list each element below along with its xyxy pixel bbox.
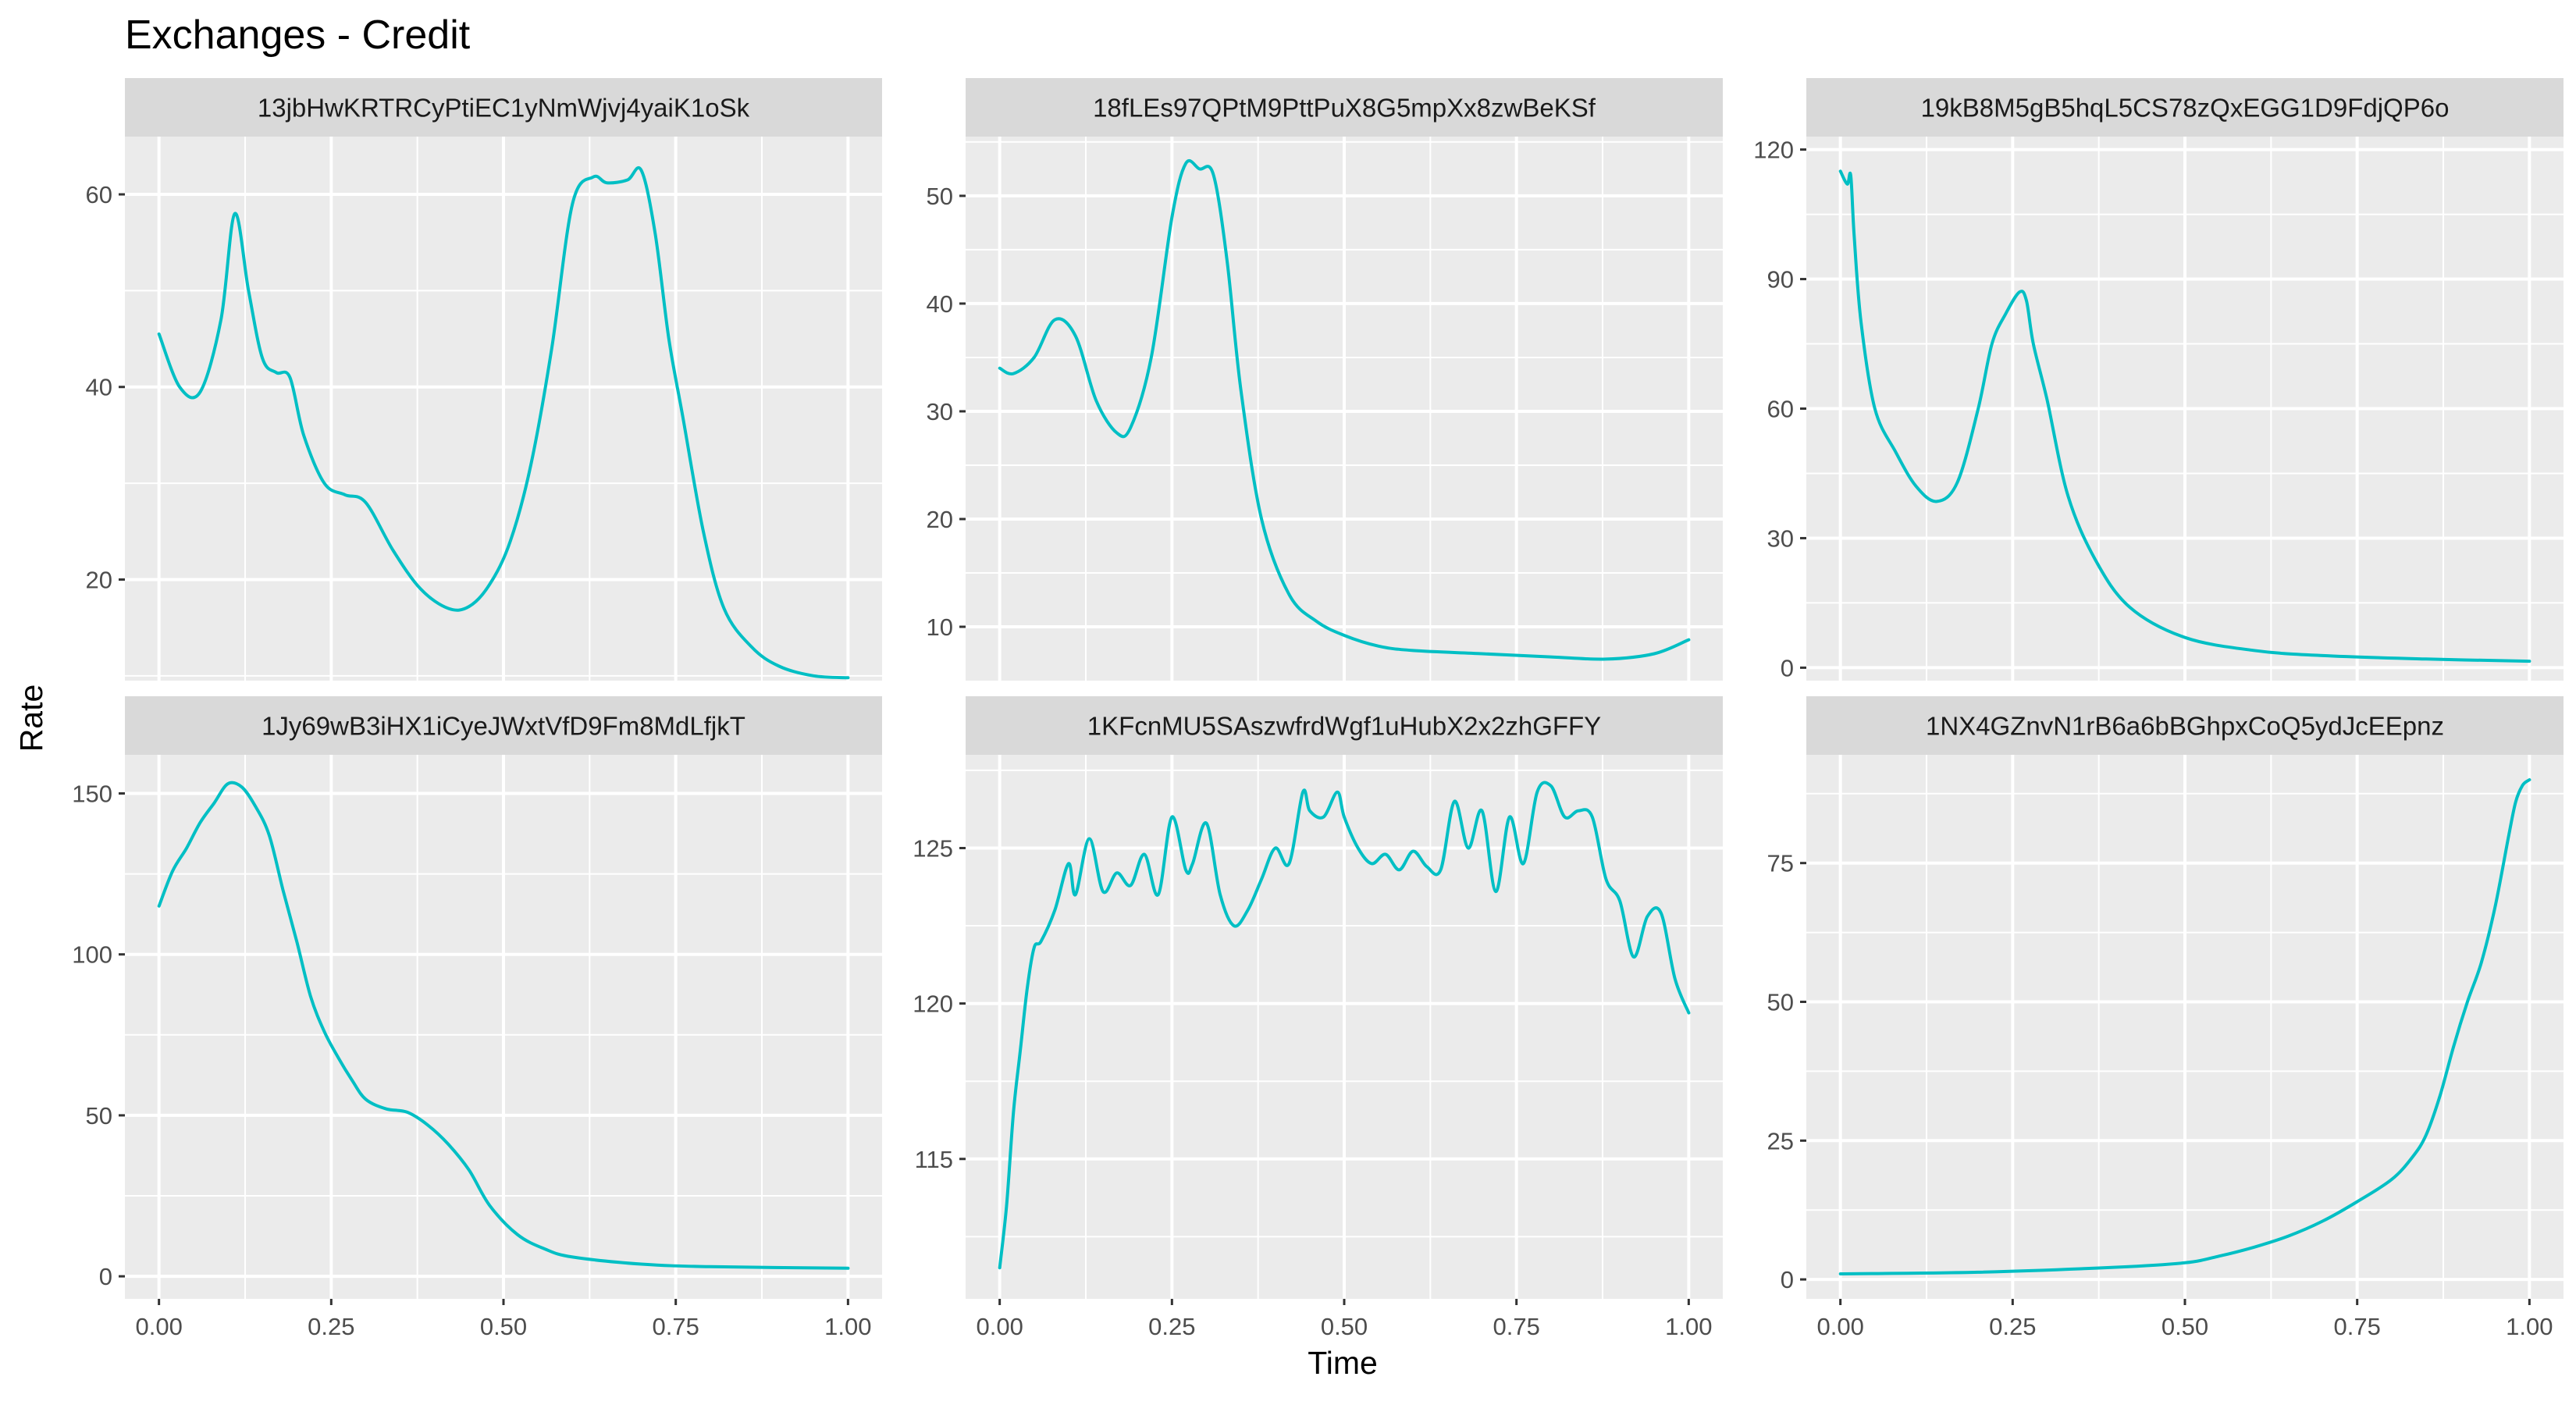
x-tick-label: 1.00 [824,1313,871,1340]
facet-strip-label: 1NX4GZnvN1rB6a6bBGhpxCoQ5ydJcEEpnz [1926,712,2444,741]
x-tick-label: 0.50 [480,1313,527,1340]
x-tick-label: 0.50 [1321,1313,1368,1340]
facet-panel-3: 19kB8M5gB5hqL5CS78zQxEGG1D9FdjQP6o 0 30 60 9… [1753,78,2564,681]
y-tick-label: 30 [1767,525,1794,552]
series-line [998,781,1691,1270]
x-tick-label: 1.00 [1665,1313,1712,1340]
facet-strip [966,78,1723,137]
y-tick-label: 150 [72,780,112,807]
y-tick-label: 0 [99,1263,112,1290]
y-tick-label: 50 [927,183,953,210]
x-tick-label: 1.00 [2506,1313,2553,1340]
y-tick-label: 50 [86,1102,112,1129]
y-tick-label: 120 [1753,137,1794,164]
y-tick-label: 0 [1781,654,1794,681]
chart-title: Exchanges - Credit [125,12,471,58]
facet-strip-label: 13jbHwKRTRCyPtiEC1yNmWjvj4yaiK1oSk [258,94,750,123]
facet-strip [966,696,1723,755]
y-tick-label: 40 [86,374,112,401]
facet-panel-4: 1Jy69wB3iHX1iCyeJWxtVfD9Fm8MdLfjkT 0 50 100… [72,696,882,1340]
y-tick-label: 90 [1767,266,1794,293]
y-tick-label: 125 [913,834,953,862]
x-axis-title: Time [1308,1345,1378,1381]
facet-panel-6: 1NX4GZnvN1rB6a6bBGhpxCoQ5ydJcEEpnz 0 25 50 7… [1767,696,2564,1340]
facet-strip [125,78,882,137]
y-axis-title: Rate [13,685,49,752]
panels-group: 13jbHwKRTRCyPtiEC1yNmWjvj4yaiK1oSk 20 40 60… [72,78,2564,1340]
facet-strip [1806,696,2564,755]
y-tick-label: 30 [927,398,953,425]
y-tick-label: 100 [72,941,112,969]
facet-panel-1: 13jbHwKRTRCyPtiEC1yNmWjvj4yaiK1oSk 20 40 60 [86,78,882,681]
facet-strip [1806,78,2564,137]
x-tick-label: 0.25 [308,1313,354,1340]
y-tick-label: 115 [915,1146,953,1173]
facet-strip-label: 18fLEs97QPtM9PttPuX8G5mpXx8zwBeKSf [1093,94,1596,123]
series-line [157,781,850,1270]
series-line [157,165,850,680]
y-tick-label: 25 [1767,1127,1794,1154]
x-tick-label: 0.00 [976,1313,1023,1340]
x-tick-label: 0.00 [135,1313,182,1340]
series-line [998,158,1691,661]
y-tick-label: 20 [86,566,112,593]
facet-strip [125,696,882,755]
series-line [1838,778,2532,1275]
y-tick-label: 60 [86,181,112,208]
x-tick-label: 0.25 [1989,1313,2036,1340]
facet-panel-5: 1KFcnMU5SAszwfrdWgf1uHubX2x2zhGFFY 115 120… [913,696,1723,1340]
x-tick-label: 0.75 [1493,1313,1540,1340]
facet-strip-label: 19kB8M5gB5hqL5CS78zQxEGG1D9FdjQP6o [1921,94,2450,123]
x-tick-label: 0.75 [653,1313,699,1340]
y-tick-label: 40 [927,290,953,318]
y-tick-label: 60 [1767,396,1794,423]
x-tick-label: 0.50 [2161,1313,2208,1340]
y-tick-label: 10 [927,614,953,641]
y-tick-label: 120 [913,991,953,1018]
x-tick-label: 0.00 [1816,1313,1863,1340]
facet-panel-2: 18fLEs97QPtM9PttPuX8G5mpXx8zwBeKSf 10 20 30… [927,78,1723,681]
facet-strip-label: 1KFcnMU5SAszwfrdWgf1uHubX2x2zhGFFY [1087,712,1601,741]
y-tick-label: 50 [1767,988,1794,1016]
x-tick-label: 0.25 [1148,1313,1195,1340]
y-tick-label: 0 [1781,1266,1794,1293]
facet-strip-label: 1Jy69wB3iHX1iCyeJWxtVfD9Fm8MdLfjkT [262,712,745,741]
x-tick-label: 0.75 [2334,1313,2381,1340]
series-line [1838,169,2532,663]
y-tick-label: 75 [1767,850,1794,877]
y-tick-label: 20 [927,506,953,533]
